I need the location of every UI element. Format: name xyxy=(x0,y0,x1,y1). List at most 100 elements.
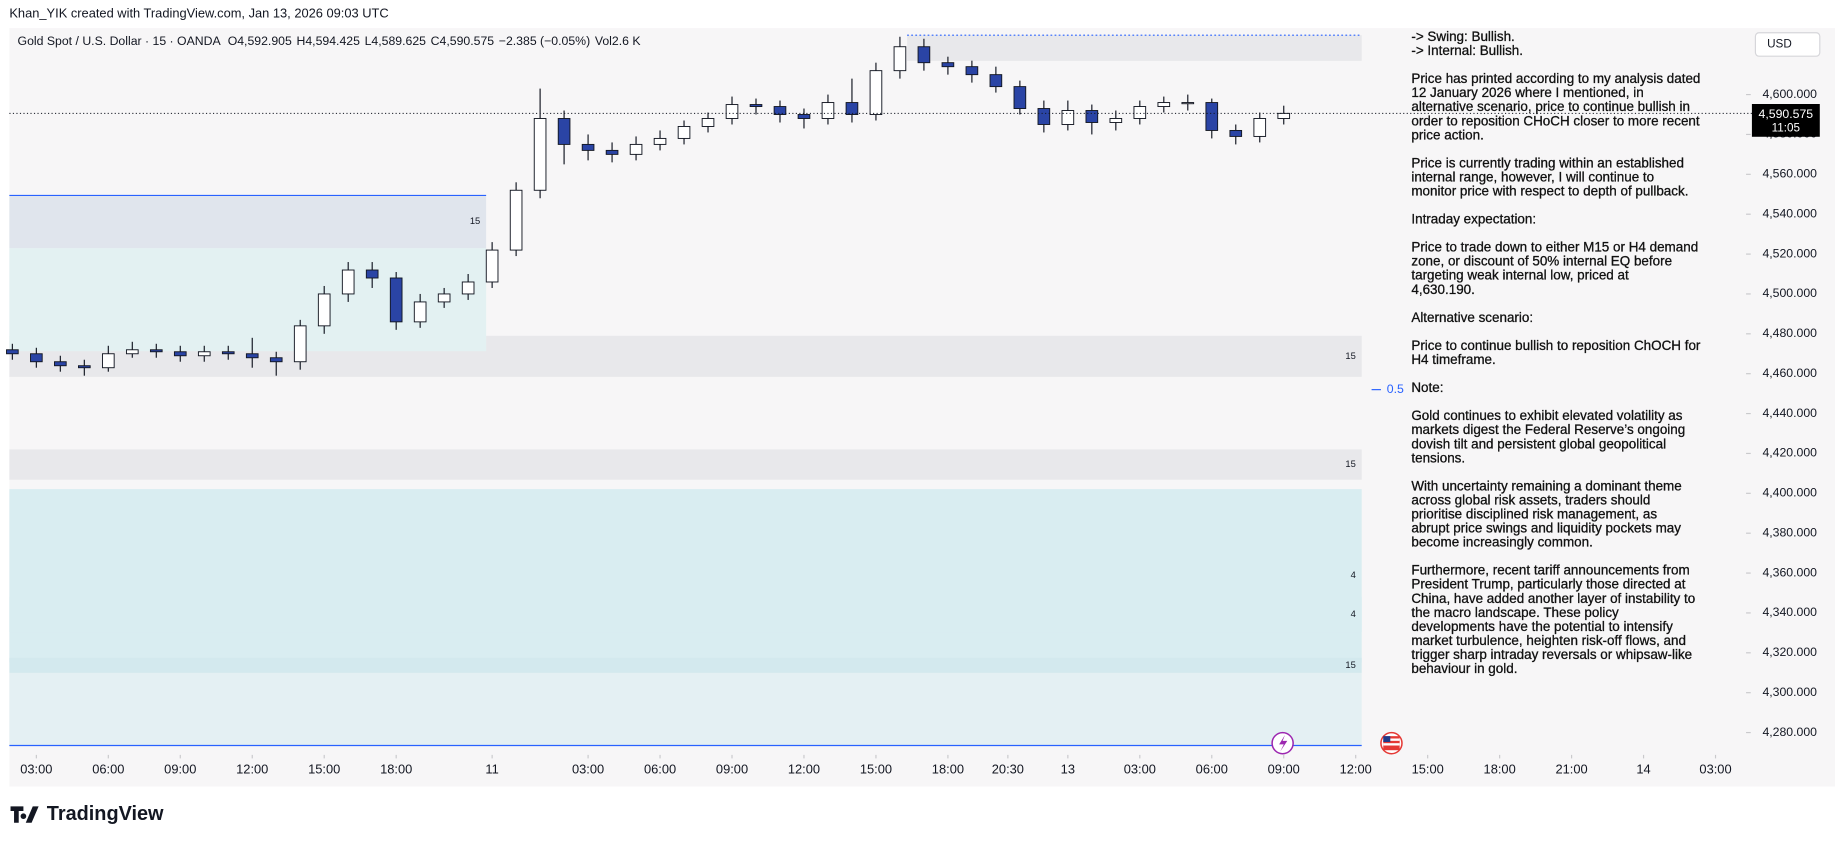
notes: -> Swing: Bullish.-> Internal: Bullish. P… xyxy=(1411,29,1701,676)
y-tick-label: 4,560.000 xyxy=(1762,167,1817,181)
note-line: With uncertainty remaining a dominant th… xyxy=(1411,478,1681,493)
brand: TradingView xyxy=(47,803,164,825)
note-line: monitor price with respect to depth of p… xyxy=(1411,183,1688,198)
y-tick-label: 4,540.000 xyxy=(1762,206,1817,220)
candle-body xyxy=(389,277,403,323)
legend-value: Vol2.6 K xyxy=(595,34,642,48)
y-tick-label: 4,320.000 xyxy=(1762,645,1817,659)
note-line: price action. xyxy=(1411,127,1483,142)
x-tick-label: 14 xyxy=(1636,762,1650,777)
brand-logo xyxy=(10,806,39,823)
zone xyxy=(9,672,1362,746)
note-line: across global risk assets, traders shoul… xyxy=(1411,492,1650,507)
note-line: order to reposition CHoCH closer to more… xyxy=(1411,113,1700,128)
symbol-title: Gold Spot / U.S. Dollar · 15 · OANDA xyxy=(18,34,222,48)
countdown: 11:05 xyxy=(1772,122,1801,135)
y-tick-label: 4,340.000 xyxy=(1762,605,1817,619)
x-tick-label: 12:00 xyxy=(1340,762,1372,777)
x-tick-label: 03:00 xyxy=(20,762,52,777)
candle-body xyxy=(821,102,835,119)
candle-body xyxy=(797,114,811,119)
legend-value: −2.385 (−0.05%) xyxy=(499,34,590,48)
note-line: Price to continue bullish to reposition … xyxy=(1411,338,1701,353)
candle-body xyxy=(54,361,67,367)
price-tag-label: 4,590.575 xyxy=(1759,107,1814,121)
note-line: targeting weak internal low, priced at xyxy=(1411,268,1629,283)
note-line: abrupt price swings and liquidity pocket… xyxy=(1411,521,1681,536)
candle-body xyxy=(509,189,523,251)
candle-body xyxy=(965,66,979,76)
candle-body xyxy=(701,118,715,127)
candle-body xyxy=(269,357,283,363)
x-tick-label: 06:00 xyxy=(92,762,124,777)
zone xyxy=(907,35,1362,61)
candle-body xyxy=(1109,118,1123,123)
candle-body xyxy=(1181,102,1195,105)
x-tick-label: 18:00 xyxy=(932,762,964,777)
note-line: China, have added another layer of insta… xyxy=(1411,591,1695,606)
candle-body xyxy=(245,353,259,359)
note-line: developments have the potential to inten… xyxy=(1411,619,1673,634)
candle-body xyxy=(293,325,307,363)
x-tick-label: 03:00 xyxy=(1124,762,1156,777)
note-line: markets digest the Federal Reserve’s ong… xyxy=(1411,422,1685,437)
grid: 4,280.000 4,300.000 4,320.000 4,340.000 4,36… xyxy=(20,87,1817,777)
note-line: -> Internal: Bullish. xyxy=(1411,43,1523,58)
note-line: the macro landscape. These policy xyxy=(1411,605,1619,620)
x-tick-label: 06:00 xyxy=(644,762,676,777)
x-tick-label: 12:00 xyxy=(788,762,820,777)
zone-label: 15 xyxy=(1345,351,1355,361)
x-tick-label: 09:00 xyxy=(716,762,748,777)
y-tick-label: 4,400.000 xyxy=(1762,486,1817,500)
candle-body xyxy=(149,349,163,353)
y-tick-label: 4,440.000 xyxy=(1762,406,1817,420)
candle-body xyxy=(125,349,139,355)
currency-box[interactable] xyxy=(1754,32,1821,57)
candle-body xyxy=(941,62,955,68)
note-line: zone, or discount of 50% internal EQ bef… xyxy=(1411,254,1672,269)
note-line: behaviour in gold. xyxy=(1411,661,1517,676)
legend-value: H4,594.425 xyxy=(296,34,360,48)
y-tick-label: 4,520.000 xyxy=(1762,246,1817,260)
candle-body xyxy=(1037,108,1051,125)
credit: Khan_YIK created with TradingView.com, J… xyxy=(9,5,388,20)
candle-body xyxy=(221,351,235,355)
zone xyxy=(9,449,1362,480)
x-tick-label: 15:00 xyxy=(860,762,892,777)
candle-body xyxy=(413,301,427,323)
candle-body xyxy=(893,46,907,72)
currency: USD xyxy=(1767,38,1792,51)
x-tick-label: 03:00 xyxy=(572,762,604,777)
y-tick-label: 4,360.000 xyxy=(1762,565,1817,579)
note-line: Intraday expectation: xyxy=(1411,212,1536,227)
candle-body xyxy=(1253,118,1267,137)
note-line: 12 January 2026 where I mentioned, in xyxy=(1411,85,1643,100)
x-tick-label: 18:00 xyxy=(1484,762,1516,777)
x-tick-label: 15:00 xyxy=(1412,762,1444,777)
legend-value: O4,592.905 xyxy=(228,34,292,48)
candle-body xyxy=(725,104,739,119)
note-line: internal range, however, I will continue… xyxy=(1411,169,1654,184)
legend: Gold Spot / U.S. Dollar · 15 · OANDA O4,5… xyxy=(18,34,642,48)
candle-body xyxy=(581,143,595,151)
candle-body xyxy=(101,353,115,369)
candle-body xyxy=(773,106,787,115)
y-tick-label: 4,420.000 xyxy=(1762,446,1817,460)
candle-body xyxy=(989,74,1003,88)
candle-body xyxy=(629,143,643,155)
note-line: President Trump, particularly those dire… xyxy=(1411,577,1685,592)
candle-body xyxy=(749,104,763,108)
note-line: prioritise disciplined risk management, … xyxy=(1411,507,1657,522)
y-tick-label: 4,380.000 xyxy=(1762,525,1817,539)
zone xyxy=(9,596,1362,633)
candle-body xyxy=(1133,106,1147,119)
flag-canton xyxy=(1383,736,1391,743)
level-label: 0.5 xyxy=(1387,382,1404,396)
candle-body xyxy=(1205,102,1219,131)
candle-body xyxy=(605,149,619,155)
x-tick-label: 06:00 xyxy=(1196,762,1228,777)
candle-body xyxy=(6,349,19,355)
zone xyxy=(9,248,487,352)
x-tick-label: 03:00 xyxy=(1699,762,1731,777)
